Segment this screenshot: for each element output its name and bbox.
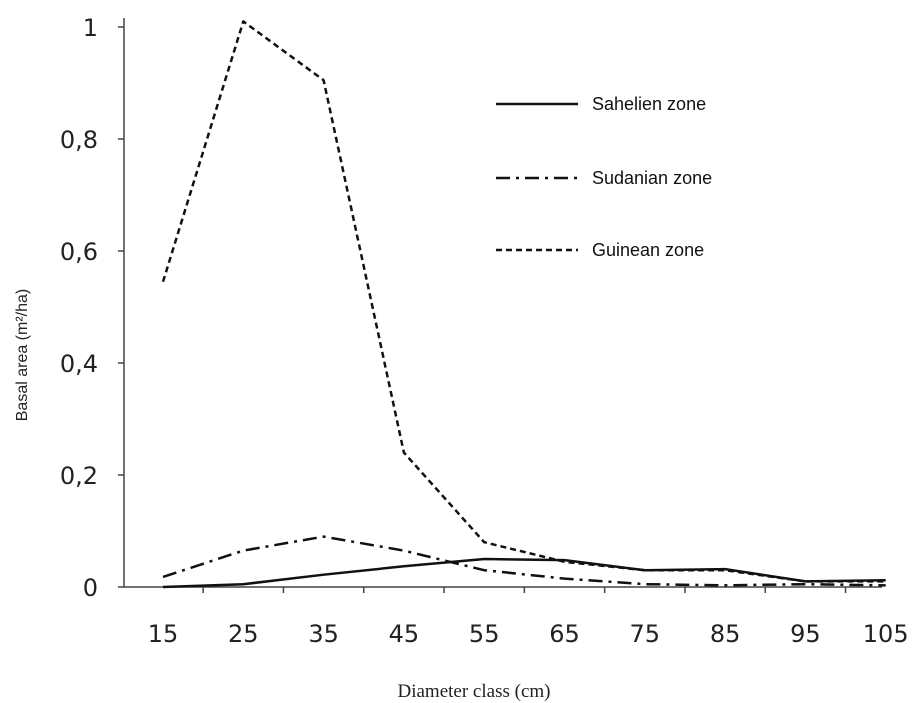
x-tick-label: 65: [549, 620, 580, 648]
x-tick-label: 55: [469, 620, 500, 648]
x-tick-label: 105: [863, 620, 909, 648]
x-axis-title: Diameter class (cm): [398, 681, 551, 702]
x-tick-label: 75: [630, 620, 661, 648]
y-tick-label: 0,8: [60, 126, 98, 154]
x-tick-label: 15: [148, 620, 179, 648]
y-tick-label: 0: [83, 574, 98, 602]
y-ticks: 0 0,2 0,4 0,6 0,8 1: [60, 14, 124, 602]
x-tick-label: 35: [308, 620, 339, 648]
x-tick-label: 45: [389, 620, 420, 648]
legend-label: Sudanian zone: [592, 168, 712, 188]
series-line-sahelien-zone: [162, 557, 886, 589]
x-tick-label: 25: [228, 620, 259, 648]
legend-label: Sahelien zone: [592, 94, 706, 114]
y-tick-label: 1: [83, 14, 98, 42]
series-line-sudanian-zone: [162, 535, 886, 587]
y-tick-label: 0,4: [60, 350, 98, 378]
x-ticks: 15 25 35 45 55 65 75 85 95 105: [148, 587, 909, 648]
y-tick-label: 0,2: [60, 462, 98, 490]
x-tick-label: 95: [790, 620, 821, 648]
y-axis-title: Basal area (m²/ha): [14, 289, 31, 422]
series-group: [161, 20, 886, 589]
x-tick-label: 85: [710, 620, 741, 648]
y-tick-label: 0,6: [60, 238, 98, 266]
legend-label: Guinean zone: [592, 240, 704, 260]
series-line-guinean-zone: [161, 20, 886, 583]
legend: Sahelien zone Sudanian zone Guinean zone: [496, 94, 712, 260]
axes: 0 0,2 0,4 0,6 0,8 1 15 25 35 45 55 65 75 85 95 105: [60, 14, 909, 648]
